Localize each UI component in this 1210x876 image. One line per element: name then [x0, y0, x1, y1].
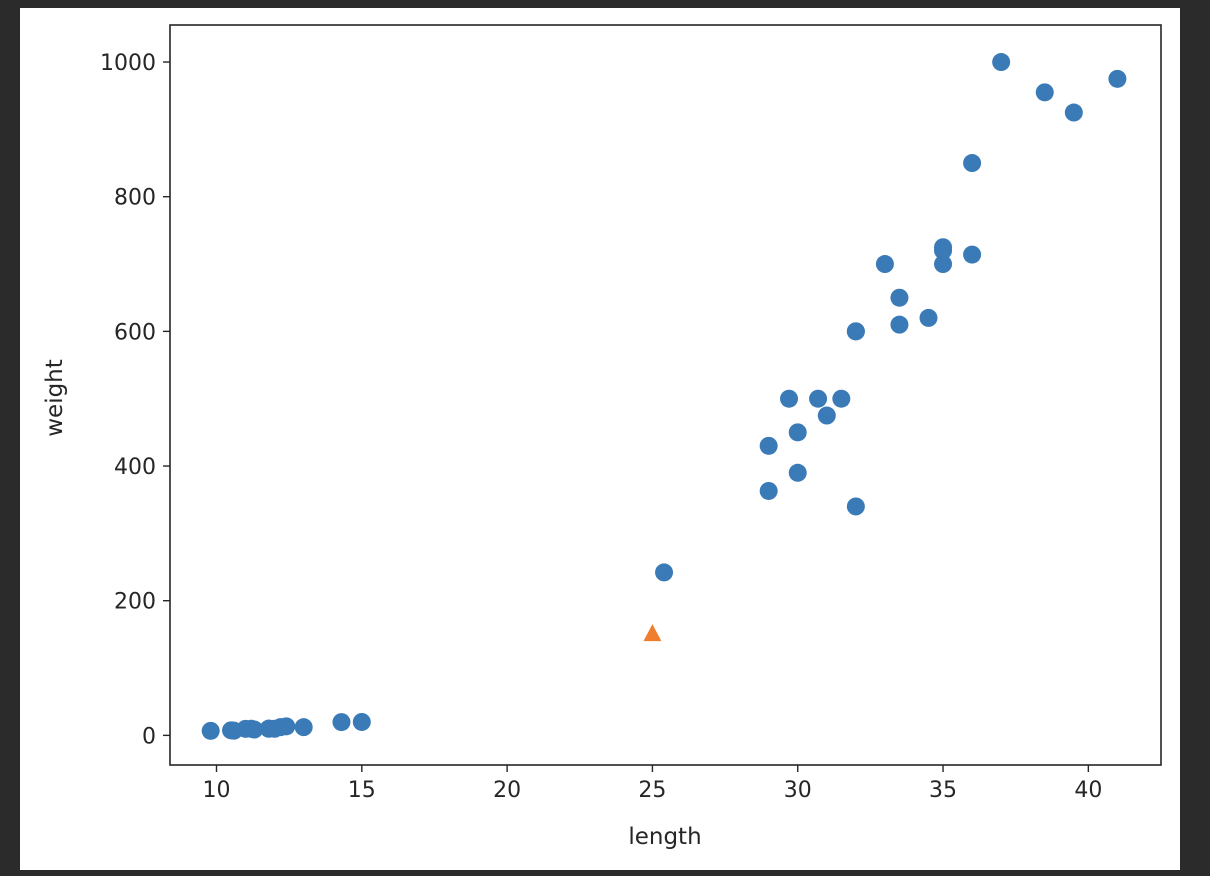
- data-point: [780, 389, 799, 408]
- data-point: [352, 712, 371, 731]
- data-point: [919, 308, 938, 327]
- data-point: [1108, 69, 1127, 88]
- data-point: [963, 154, 982, 173]
- data-point: [1035, 83, 1054, 102]
- y-tick-label: 1000: [100, 51, 156, 76]
- data-point: [875, 255, 894, 274]
- data-point: [277, 717, 296, 736]
- x-tick-label: 25: [638, 778, 666, 803]
- y-tick-label: 600: [114, 320, 156, 345]
- data-point: [890, 288, 909, 307]
- data-point: [245, 720, 264, 739]
- x-tick-label: 10: [202, 778, 230, 803]
- x-tick-label: 40: [1074, 778, 1102, 803]
- data-point: [759, 481, 778, 500]
- data-point: [788, 463, 807, 482]
- x-tick-label: 15: [348, 778, 376, 803]
- data-point: [294, 718, 313, 737]
- x-tick-label: 20: [493, 778, 521, 803]
- data-point: [992, 53, 1011, 72]
- y-tick-label: 0: [142, 724, 156, 749]
- data-point: [934, 255, 953, 274]
- data-point: [846, 497, 865, 516]
- data-point: [788, 423, 807, 442]
- points-layer: [201, 53, 1127, 740]
- data-point-triangle: [643, 624, 662, 642]
- data-point: [1064, 103, 1083, 122]
- data-point: [759, 436, 778, 455]
- x-tick-label: 35: [929, 778, 957, 803]
- data-point: [332, 713, 351, 732]
- data-point: [963, 245, 982, 264]
- chart-figure: 10 15 20 25 30 35 40 0 200 400 600 800 1000 length w…: [20, 8, 1180, 870]
- data-point: [832, 389, 851, 408]
- y-tick-label: 200: [114, 590, 156, 615]
- data-point: [655, 563, 674, 582]
- data-point: [846, 322, 865, 341]
- y-axis-title: weight: [42, 359, 68, 437]
- x-tick-label: 30: [784, 778, 812, 803]
- y-tick-label: 800: [114, 186, 156, 211]
- x-axis-title: length: [628, 824, 701, 850]
- data-point: [809, 389, 828, 408]
- plot-frame: [169, 24, 1162, 766]
- data-point: [817, 406, 836, 425]
- y-tick-label: 400: [114, 455, 156, 480]
- data-point: [934, 241, 953, 260]
- data-point: [890, 315, 909, 334]
- data-point: [201, 721, 220, 740]
